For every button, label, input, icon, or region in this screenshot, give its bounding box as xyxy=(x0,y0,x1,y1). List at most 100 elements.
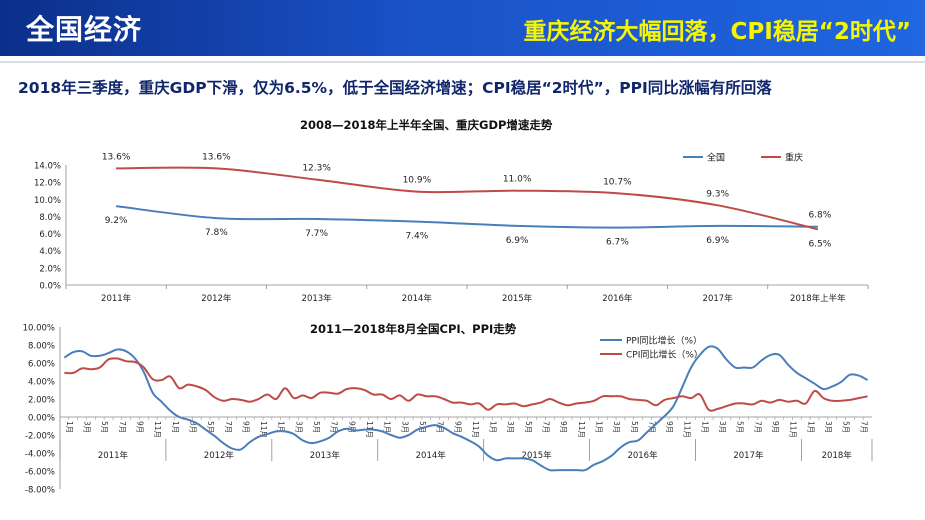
y-tick-label: 2.0% xyxy=(39,264,61,274)
data-label: 12.3% xyxy=(302,164,331,174)
x-tick-label: 2017年 xyxy=(703,293,734,304)
legend-label: 全国 xyxy=(707,152,725,164)
month-tick-label: 5月 xyxy=(842,421,851,433)
x-tick-label: 2011年 xyxy=(101,293,132,304)
y-tick-label: 10.00% xyxy=(23,324,55,334)
data-label: 6.8% xyxy=(808,211,831,221)
month-tick-label: 7月 xyxy=(224,421,233,433)
year-label: 2015年 xyxy=(522,450,553,461)
y-tick-label: 6.00% xyxy=(28,360,55,370)
month-tick-label: 5月 xyxy=(524,421,533,433)
month-tick-label: 1月 xyxy=(171,421,180,433)
month-tick-label: 5月 xyxy=(206,421,215,433)
year-label: 2016年 xyxy=(627,450,658,461)
month-tick-label: 9月 xyxy=(347,421,356,433)
month-tick-label: 9月 xyxy=(559,421,568,433)
legend-label: PPI同比增长（%） xyxy=(626,335,702,347)
cpi-ppi-chart: -8.00% -6.00% -4.00% -2.00% 0.00% 2.00% 4.00% 6… xyxy=(23,324,873,496)
year-label: 2017年 xyxy=(733,450,764,461)
year-label: 2012年 xyxy=(204,450,235,461)
y-tick-label: 0.0% xyxy=(39,282,61,292)
national-gdp-line xyxy=(115,205,818,229)
month-tick-label: 1月 xyxy=(595,421,604,433)
month-tick-label: 5月 xyxy=(736,421,745,433)
year-label: 2011年 xyxy=(98,450,129,461)
month-tick-label: 9月 xyxy=(136,421,145,433)
data-label: 11.0% xyxy=(503,175,532,185)
month-tick-label: 1月 xyxy=(277,421,286,433)
data-label: 10.7% xyxy=(603,177,632,187)
month-tick-label: 3月 xyxy=(612,421,621,433)
month-tick-label: 1月 xyxy=(489,421,498,433)
x-tick-label: 2015年 xyxy=(502,293,533,304)
page-title: 全国经济 xyxy=(26,13,143,46)
headline: 重庆经济大幅回落，CPI稳居“2时代” xyxy=(523,19,911,45)
data-label: 9.3% xyxy=(706,189,729,199)
header-divider xyxy=(0,61,925,63)
month-tick-label: 11月 xyxy=(683,421,692,438)
month-tick-label: 7月 xyxy=(330,421,339,433)
y-tick-label: 10.0% xyxy=(34,196,61,206)
ppi-line xyxy=(63,345,869,472)
legend-label: 重庆 xyxy=(785,152,803,164)
gdp-growth-chart: 0.0% 2.0% 4.0% 6.0% 8.0% 10.0% 12.0% 14.0% 2011年… xyxy=(34,152,869,304)
header-banner: 全国经济 重庆经济大幅回落，CPI稳居“2时代” xyxy=(0,0,925,56)
month-tick-label: 3月 xyxy=(506,421,515,433)
month-tick-label: 1月 xyxy=(806,421,815,433)
month-tick-label: 3月 xyxy=(824,421,833,433)
year-label: 2014年 xyxy=(416,450,447,461)
x-tick-label: 2018年上半年 xyxy=(790,293,846,304)
x-tick-label: 2012年 xyxy=(201,293,232,304)
month-tick-label: 9月 xyxy=(771,421,780,433)
month-tick-label: 7月 xyxy=(542,421,551,433)
year-label: 2018年 xyxy=(822,450,853,461)
y-tick-label: -4.00% xyxy=(25,450,55,460)
data-label: 6.9% xyxy=(706,236,729,246)
data-label: 10.9% xyxy=(403,176,432,186)
month-tick-label: 11月 xyxy=(789,421,798,438)
month-tick-label: 9月 xyxy=(241,421,250,433)
y-tick-label: 8.00% xyxy=(28,342,55,352)
y-tick-label: 4.0% xyxy=(39,247,61,257)
month-tick-label: 9月 xyxy=(665,421,674,433)
month-tick-label: 3月 xyxy=(189,421,198,433)
data-label: 6.5% xyxy=(808,239,831,249)
data-label: 7.8% xyxy=(205,228,228,238)
month-tick-label: 5月 xyxy=(630,421,639,433)
chongqing-gdp-line xyxy=(116,166,819,231)
y-tick-label: 6.0% xyxy=(39,230,61,240)
month-tick-label: 1月 xyxy=(383,421,392,433)
data-label: 6.7% xyxy=(606,238,629,248)
y-tick-label: -8.00% xyxy=(25,486,55,496)
x-tick-label: 2014年 xyxy=(402,293,433,304)
y-tick-label: -2.00% xyxy=(25,432,55,442)
month-tick-label: 3月 xyxy=(83,421,92,433)
month-tick-label: 11月 xyxy=(471,421,480,438)
price-chart-title: 2011—2018年8月全国CPI、PPI走势 xyxy=(310,322,517,336)
data-label: 13.6% xyxy=(202,152,231,162)
data-label: 7.4% xyxy=(405,232,428,242)
x-tick-label: 2013年 xyxy=(302,293,333,304)
summary-text: 2018年三季度，重庆GDP下滑，仅为6.5%，低于全国经济增速；CPI稳居“2… xyxy=(18,79,772,97)
month-tick-label: 3月 xyxy=(294,421,303,433)
y-tick-label: 14.0% xyxy=(34,162,61,172)
data-label: 7.7% xyxy=(305,229,328,239)
month-tick-label: 5月 xyxy=(100,421,109,433)
month-tick-label: 1月 xyxy=(65,421,74,433)
month-tick-label: 3月 xyxy=(718,421,727,433)
month-tick-label: 9月 xyxy=(453,421,462,433)
x-tick-label: 2016年 xyxy=(602,293,633,304)
month-tick-label: 11月 xyxy=(153,421,162,438)
y-tick-label: 0.00% xyxy=(28,414,55,424)
month-tick-label: 7月 xyxy=(118,421,127,433)
gdp-chart-title: 2008—2018年上半年全国、重庆GDP增速走势 xyxy=(300,118,553,132)
month-tick-label: 1月 xyxy=(700,421,709,433)
y-tick-label: 8.0% xyxy=(39,213,61,223)
month-tick-label: 7月 xyxy=(753,421,762,433)
y-tick-label: 4.00% xyxy=(28,378,55,388)
month-tick-label: 7月 xyxy=(859,421,868,433)
month-tick-label: 5月 xyxy=(312,421,321,433)
data-label: 13.6% xyxy=(102,152,131,162)
y-tick-label: 2.00% xyxy=(28,396,55,406)
month-tick-label: 3月 xyxy=(400,421,409,433)
